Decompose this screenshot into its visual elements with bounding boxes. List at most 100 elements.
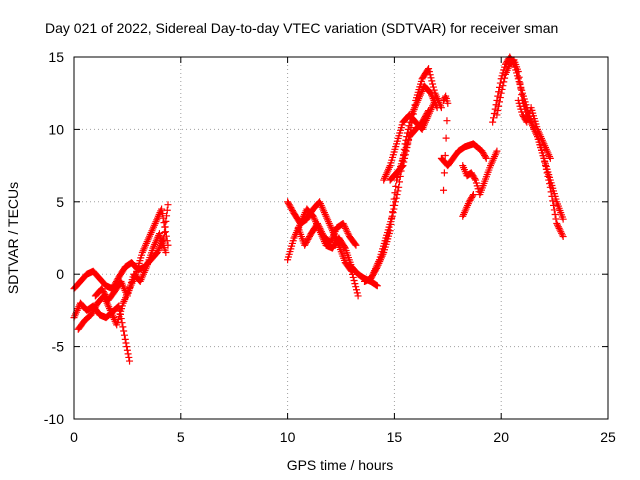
data-point xyxy=(161,223,169,231)
gridlines xyxy=(74,57,608,419)
data-point xyxy=(317,226,325,234)
data-point xyxy=(388,212,396,220)
data-point xyxy=(120,327,128,335)
data-point xyxy=(353,289,361,297)
data-point xyxy=(160,219,168,227)
data-point xyxy=(395,183,403,191)
x-tick-label: 25 xyxy=(600,429,616,445)
data-point xyxy=(509,57,517,65)
data-point xyxy=(390,205,398,213)
data-point xyxy=(495,98,503,106)
data-point xyxy=(318,228,326,236)
series-sv17 xyxy=(493,56,567,241)
data-point xyxy=(163,206,171,214)
data-point xyxy=(489,118,497,126)
data-point xyxy=(314,221,322,229)
data-point xyxy=(541,158,549,166)
data-point xyxy=(405,136,413,144)
axis-ticks: 0 5 10 15 20 25 -10 -5 0 5 10 15 xyxy=(44,49,616,445)
x-tick-label: 5 xyxy=(177,429,185,445)
data-point xyxy=(350,277,358,285)
data-point xyxy=(342,226,350,234)
y-axis-label: SDTVAR / TECUs xyxy=(5,182,21,294)
data-point xyxy=(551,210,559,218)
data-point xyxy=(548,192,556,200)
data-point xyxy=(556,226,564,234)
data-point xyxy=(396,172,404,180)
data-point xyxy=(348,270,356,278)
data-point xyxy=(545,176,553,184)
data-point xyxy=(318,229,326,237)
data-point xyxy=(496,94,504,102)
data-point xyxy=(522,117,530,125)
data-point xyxy=(550,201,558,209)
data-point xyxy=(123,343,131,351)
data-point xyxy=(315,223,323,231)
data-point xyxy=(514,67,522,75)
data-point xyxy=(391,201,399,209)
data-point xyxy=(159,214,167,222)
data-point xyxy=(542,165,550,173)
y-tick-label: -5 xyxy=(52,339,65,355)
data-point xyxy=(352,286,360,294)
data-point xyxy=(342,224,350,232)
data-point xyxy=(341,223,349,231)
data-point xyxy=(499,82,507,90)
data-point xyxy=(404,140,412,148)
data-point xyxy=(516,79,524,87)
data-point xyxy=(426,71,434,79)
data-point xyxy=(352,241,360,249)
data-point xyxy=(316,224,324,232)
data-point xyxy=(392,194,400,202)
data-point xyxy=(553,220,561,228)
data-point xyxy=(557,228,565,236)
data-point xyxy=(343,228,351,236)
series-sv12 xyxy=(440,92,452,194)
x-tick-label: 15 xyxy=(387,429,403,445)
data-point xyxy=(440,169,448,177)
data-point xyxy=(482,154,490,162)
data-point xyxy=(443,117,451,125)
series-sv14 xyxy=(459,147,501,199)
data-point xyxy=(410,105,418,113)
data-point xyxy=(119,323,127,331)
data-point xyxy=(425,68,433,76)
x-tick-label: 20 xyxy=(493,429,509,445)
chart-title: Day 021 of 2022, Sidereal Day-to-day VTE… xyxy=(45,20,558,36)
data-point xyxy=(518,91,526,99)
y-tick-label: 0 xyxy=(56,266,64,282)
data-point xyxy=(395,178,403,186)
data-point xyxy=(409,115,417,123)
data-point xyxy=(399,162,407,170)
series-sv18 xyxy=(514,96,554,162)
data-point xyxy=(481,153,489,161)
y-tick-label: 15 xyxy=(48,49,64,65)
data-point xyxy=(555,224,563,232)
data-point xyxy=(406,128,414,136)
series-sv15 xyxy=(459,191,477,220)
data-point xyxy=(425,65,433,73)
data-point xyxy=(402,147,410,155)
data-point xyxy=(493,111,501,119)
data-point xyxy=(559,233,567,241)
data-point xyxy=(162,228,170,236)
data-point xyxy=(162,248,170,256)
data-point xyxy=(407,124,415,132)
data-point xyxy=(469,192,477,200)
data-point xyxy=(122,339,130,347)
data-point xyxy=(429,80,437,88)
data-point xyxy=(389,209,397,217)
data-point xyxy=(494,107,502,115)
data-point xyxy=(547,188,555,196)
data-point xyxy=(495,102,503,110)
data-point xyxy=(517,85,525,93)
data-point xyxy=(348,267,356,275)
data-point xyxy=(552,215,560,223)
data-point xyxy=(126,357,134,365)
data-point xyxy=(347,266,355,274)
data-point xyxy=(394,187,402,195)
data-point xyxy=(351,280,359,288)
data-point xyxy=(428,77,436,85)
data-point xyxy=(429,83,437,91)
